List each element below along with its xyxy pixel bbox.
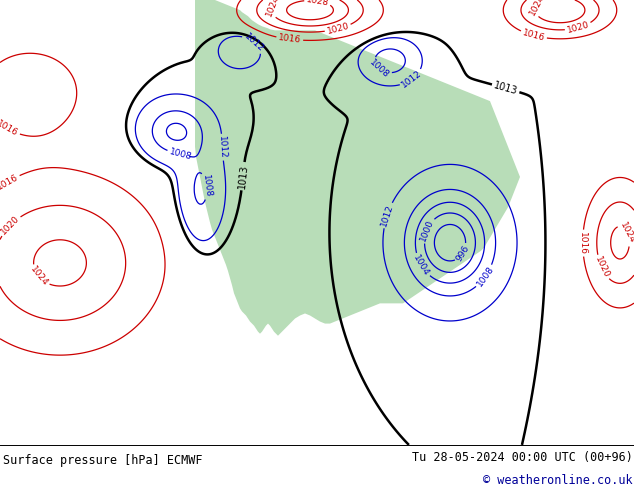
Text: 1013: 1013 — [493, 80, 519, 97]
Text: 1024: 1024 — [618, 221, 634, 245]
Text: 1008: 1008 — [168, 147, 193, 161]
Text: © weatheronline.co.uk: © weatheronline.co.uk — [483, 473, 633, 487]
Polygon shape — [195, 0, 520, 336]
Text: Surface pressure [hPa] ECMWF: Surface pressure [hPa] ECMWF — [3, 454, 203, 467]
Text: 1016: 1016 — [521, 28, 546, 43]
Text: 1016: 1016 — [0, 119, 20, 138]
Text: 1020: 1020 — [566, 20, 590, 35]
Text: 1012: 1012 — [243, 31, 266, 53]
Text: Tu 28-05-2024 00:00 UTC (00+96): Tu 28-05-2024 00:00 UTC (00+96) — [412, 451, 633, 464]
Text: 1020: 1020 — [326, 22, 350, 36]
Text: 1016: 1016 — [0, 172, 20, 191]
Text: 1024: 1024 — [528, 0, 547, 17]
Text: 1020: 1020 — [593, 255, 611, 280]
Text: 1012: 1012 — [400, 69, 424, 90]
Text: 1012: 1012 — [379, 203, 395, 227]
Text: 996: 996 — [455, 244, 471, 263]
Text: 1008: 1008 — [475, 265, 496, 289]
Text: 1020: 1020 — [0, 214, 22, 237]
Text: 1000: 1000 — [418, 218, 436, 243]
Text: 1013: 1013 — [236, 164, 249, 189]
Text: 1024: 1024 — [265, 0, 281, 18]
Text: 1008: 1008 — [200, 174, 212, 198]
Text: 1008: 1008 — [368, 58, 391, 80]
Text: 1016: 1016 — [278, 33, 302, 45]
Text: 1028: 1028 — [306, 0, 330, 7]
Text: 1024: 1024 — [28, 265, 49, 288]
Text: 1012: 1012 — [217, 135, 228, 159]
Text: 1004: 1004 — [411, 253, 431, 277]
Text: 1016: 1016 — [578, 232, 587, 255]
